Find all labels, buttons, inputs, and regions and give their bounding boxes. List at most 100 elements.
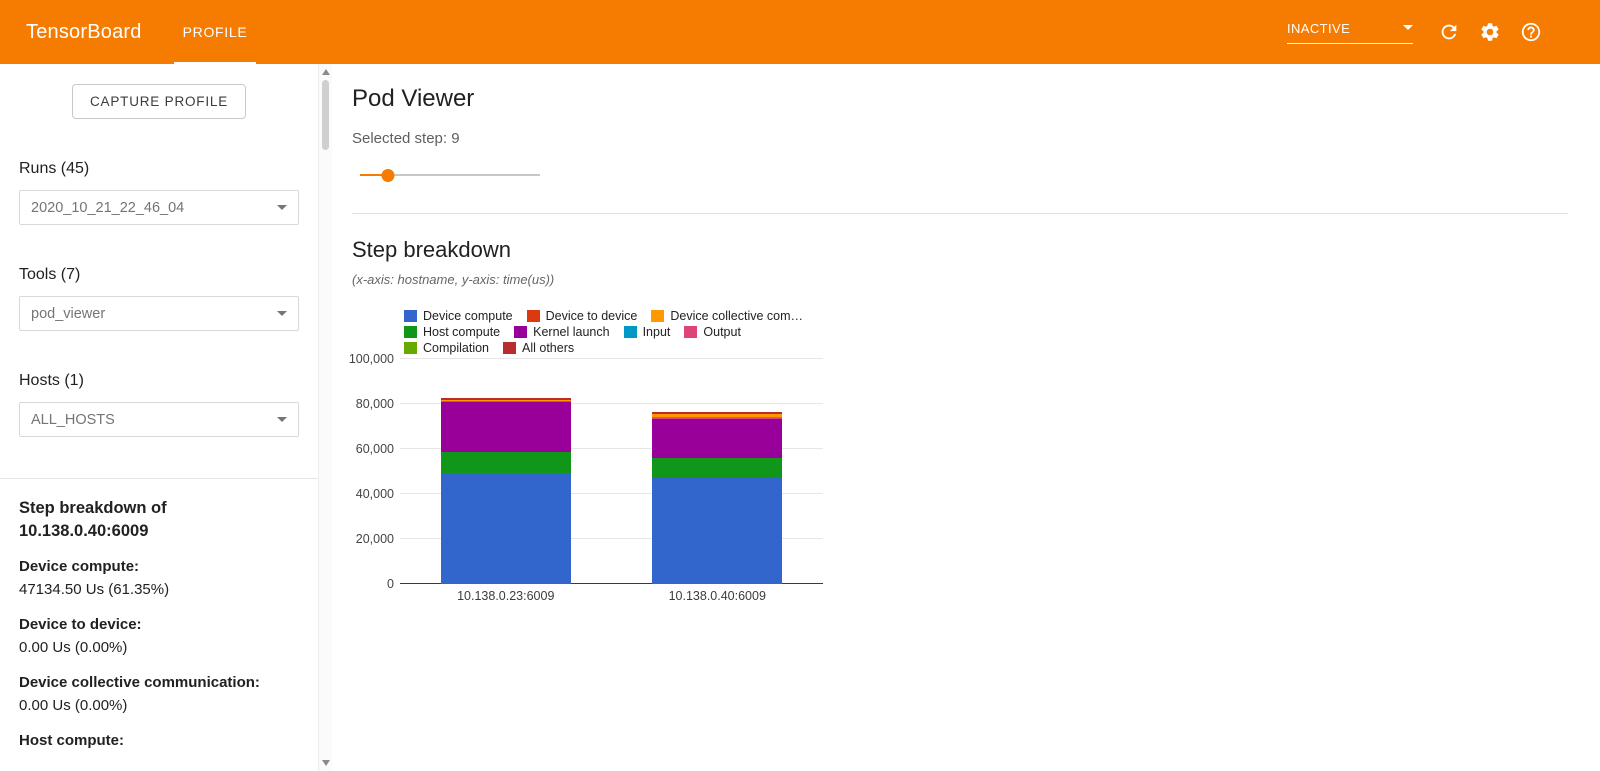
gridline — [400, 403, 823, 404]
runs-select-value: 2020_10_21_22_46_04 — [31, 199, 185, 216]
gridline — [400, 358, 823, 359]
stat-value: 47134.50 Us (61.35%) — [19, 581, 170, 598]
gear-icon — [1481, 23, 1499, 41]
sidebar: CAPTURE PROFILE Runs (45) 2020_10_21_22_… — [0, 64, 332, 771]
legend-label: Device compute — [423, 308, 513, 323]
bar-segment[interactable] — [440, 473, 571, 584]
chevron-down-icon — [277, 311, 287, 316]
step-slider-fill — [360, 174, 388, 176]
legend-swatch — [684, 325, 698, 338]
bar-segment[interactable] — [440, 400, 571, 453]
hosts-label: Hosts (1) — [19, 372, 84, 389]
runs-label: Runs (45) — [19, 160, 90, 177]
tab-profile-label: PROFILE — [182, 24, 248, 40]
legend-label: Device collective com… — [670, 308, 804, 323]
selected-step-label: Selected step: 9 — [352, 130, 460, 147]
chart-y-axis: 0 20,000 40,000 60,000 80,000 100,000 — [349, 352, 400, 591]
sidebar-scrollbar[interactable] — [319, 64, 332, 771]
legend-swatch — [404, 341, 417, 354]
scroll-up-icon[interactable] — [321, 69, 330, 75]
stat-label: Device collective communication: — [19, 674, 260, 691]
legend-item: Host compute — [404, 325, 500, 339]
bar-segment[interactable] — [652, 458, 783, 478]
y-axis-label: 80,000 — [355, 397, 394, 411]
section-title: Step breakdown — [352, 237, 511, 262]
hosts-select[interactable]: ALL_HOSTS — [19, 402, 299, 437]
stat-value: 0.00 Us (0.00%) — [19, 639, 128, 656]
stat-device-compute: Device compute: 47134.50 Us (61.35%) — [19, 555, 299, 601]
status-select[interactable]: INACTIVE — [1287, 21, 1413, 44]
scrollbar-thumb[interactable] — [322, 80, 329, 150]
app-title: TensorBoard — [26, 20, 142, 43]
bar-segment[interactable] — [440, 398, 571, 401]
legend-swatch — [651, 309, 665, 322]
chevron-down-icon — [277, 417, 287, 422]
stat-label: Device to device: — [19, 616, 142, 633]
topbar-controls: INACTIVE — [1287, 19, 1544, 45]
gridline — [400, 448, 823, 449]
legend-label: Output — [703, 324, 741, 339]
bar-segment[interactable] — [440, 452, 571, 474]
chart-plot-area — [400, 358, 823, 584]
help-button[interactable] — [1518, 19, 1544, 45]
chevron-down-icon — [1403, 24, 1413, 30]
step-breakdown-chart: Device compute Device to device Device col… — [349, 308, 1568, 605]
page-title: Pod Viewer — [352, 85, 475, 112]
step-slider-thumb[interactable] — [381, 169, 395, 182]
refresh-button[interactable] — [1436, 19, 1462, 45]
bar-segment[interactable] — [652, 477, 783, 584]
hosts-select-value: ALL_HOSTS — [31, 411, 115, 428]
legend-label: Kernel launch — [533, 324, 610, 339]
x-axis-label: 10.138.0.23:6009 — [457, 589, 555, 603]
scroll-down-icon[interactable] — [321, 760, 330, 766]
legend-swatch — [404, 309, 417, 322]
gridline — [400, 583, 823, 584]
capture-profile-button[interactable]: CAPTURE PROFILE — [71, 84, 247, 119]
stat-label: Host compute: — [19, 732, 124, 749]
chart-x-axis: 10.138.0.23:6009 10.138.0.40:6009 — [400, 589, 823, 605]
legend-item: All others — [503, 341, 574, 355]
stat-label: Device compute: — [19, 558, 140, 575]
stat-device-collective: Device collective communication: 0.00 Us… — [19, 671, 299, 717]
bar-segment[interactable] — [652, 417, 783, 458]
bar-segment[interactable] — [652, 414, 783, 418]
legend-label: Compilation — [423, 340, 490, 355]
status-select-value: INACTIVE — [1287, 20, 1351, 36]
stat-device-to-device: Device to device: 0.00 Us (0.00%) — [19, 613, 299, 659]
sidebar-divider — [0, 478, 318, 479]
legend-item: Device to device — [526, 309, 637, 323]
legend-label: Host compute — [423, 324, 501, 339]
tab-profile[interactable]: PROFILE — [173, 0, 257, 64]
legend-swatch — [503, 341, 517, 354]
chart-legend: Device compute Device to device Device col… — [404, 308, 1568, 355]
chart-bar[interactable] — [652, 359, 783, 584]
chart-bar[interactable] — [440, 359, 571, 584]
y-axis-label: 20,000 — [355, 532, 394, 546]
runs-select[interactable]: 2020_10_21_22_46_04 — [19, 190, 299, 225]
tools-label: Tools (7) — [19, 266, 81, 283]
chevron-down-icon — [277, 205, 287, 210]
legend-swatch — [623, 325, 637, 338]
refresh-icon — [1441, 24, 1457, 40]
tools-select[interactable]: pod_viewer — [19, 296, 299, 331]
step-slider[interactable] — [360, 168, 540, 182]
legend-label: All others — [522, 340, 575, 355]
gridline — [400, 493, 823, 494]
legend-label: Input — [642, 324, 671, 339]
bar-segment[interactable] — [652, 412, 783, 415]
stat-value: 0.00 Us (0.00%) — [19, 697, 128, 714]
gridline — [400, 538, 823, 539]
legend-swatch — [514, 325, 528, 338]
tools-select-value: pod_viewer — [31, 305, 106, 322]
y-axis-label: 60,000 — [355, 442, 394, 456]
axis-note: (x-axis: hostname, y-axis: time(us)) — [352, 272, 555, 287]
step-slider-track[interactable] — [360, 174, 540, 176]
legend-item: Input — [623, 324, 671, 339]
tab-bar: PROFILE — [173, 0, 257, 64]
help-icon — [1521, 22, 1541, 42]
settings-button[interactable] — [1477, 19, 1503, 45]
breakdown-title: Step breakdown of 10.138.0.40:6009 — [19, 499, 167, 540]
legend-swatch — [404, 325, 417, 338]
legend-swatch — [526, 309, 540, 322]
y-axis-label: 100,000 — [348, 352, 394, 366]
